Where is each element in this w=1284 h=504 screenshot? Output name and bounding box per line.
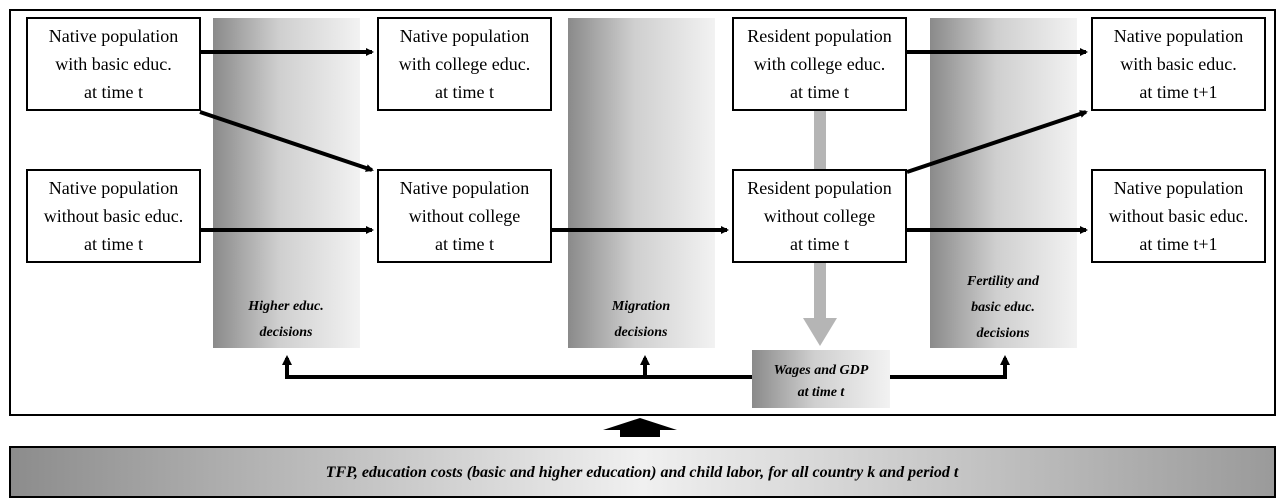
node-label: with basic educ. bbox=[55, 54, 171, 74]
node-label: at time t bbox=[790, 82, 849, 102]
decision-label: decisions bbox=[977, 326, 1030, 341]
outcome-label: at time t bbox=[798, 385, 846, 400]
arrows bbox=[199, 48, 1088, 234]
node-label: Native population bbox=[1114, 178, 1243, 198]
node-box bbox=[1091, 17, 1266, 111]
node-label: without college bbox=[764, 206, 875, 226]
outcome-box bbox=[752, 350, 890, 408]
node-box bbox=[26, 17, 201, 111]
node-label: at time t+1 bbox=[1139, 82, 1217, 102]
band bbox=[568, 18, 715, 348]
node-label: without college bbox=[409, 206, 520, 226]
node-label: at time t bbox=[435, 234, 494, 254]
input-bar bbox=[9, 446, 1276, 498]
big-arrow bbox=[603, 418, 677, 437]
node-label: Native population bbox=[1114, 26, 1243, 46]
node-label: at time t bbox=[84, 234, 143, 254]
decision-label: decisions bbox=[260, 325, 313, 340]
node-label: Native population bbox=[400, 178, 529, 198]
node-label: at time t+1 bbox=[1139, 234, 1217, 254]
node-label: with college educ. bbox=[399, 54, 530, 74]
gray-arrows bbox=[803, 110, 837, 346]
node-box bbox=[1091, 169, 1266, 263]
node-label: without basic educ. bbox=[1109, 206, 1248, 226]
node-box bbox=[377, 169, 552, 263]
decision-label: Higher educ. bbox=[247, 299, 323, 314]
decision-label: Migration bbox=[611, 299, 671, 314]
decision-label: basic educ. bbox=[971, 300, 1035, 315]
node-label: with college educ. bbox=[754, 54, 885, 74]
node-label: Native population bbox=[400, 26, 529, 46]
node-label: at time t bbox=[84, 82, 143, 102]
node-box bbox=[732, 169, 907, 263]
node-label: Native population bbox=[49, 26, 178, 46]
outcome-label: Wages and GDP bbox=[774, 363, 869, 378]
feedback bbox=[282, 355, 1010, 379]
decision-label: decisions bbox=[615, 325, 668, 340]
node-box bbox=[732, 17, 907, 111]
node-label: at time t bbox=[435, 82, 494, 102]
decision-label: Fertility and bbox=[966, 274, 1040, 289]
node-label: Native population bbox=[49, 178, 178, 198]
node-label: Resident population bbox=[747, 178, 891, 198]
node-label: at time t bbox=[790, 234, 849, 254]
node-label: without basic educ. bbox=[44, 206, 183, 226]
inputs: TFP, education costs (basic and higher e… bbox=[326, 464, 959, 481]
node-box bbox=[26, 169, 201, 263]
band bbox=[930, 18, 1077, 348]
node-label: Resident population bbox=[747, 26, 891, 46]
band bbox=[213, 18, 360, 348]
node-label: with basic educ. bbox=[1120, 54, 1236, 74]
node-box bbox=[377, 17, 552, 111]
